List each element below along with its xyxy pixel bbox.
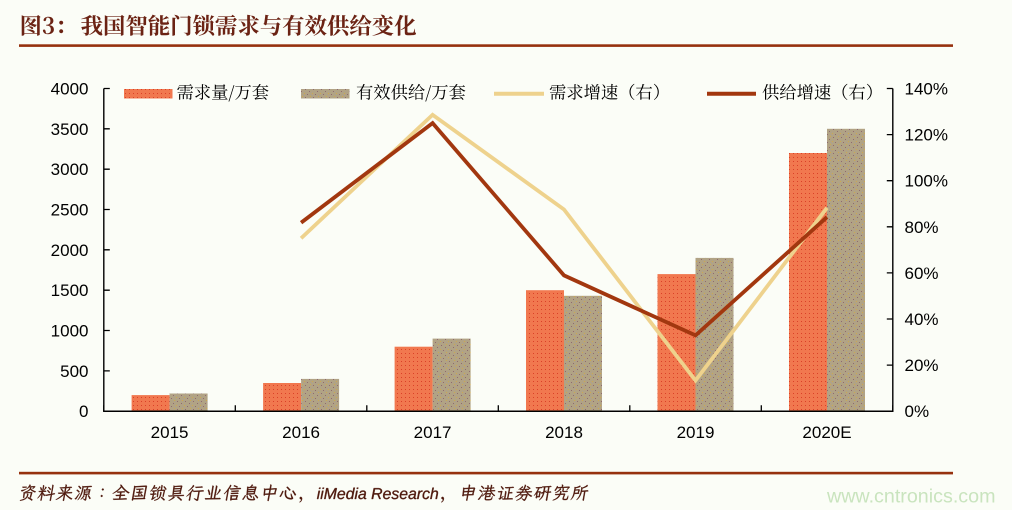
svg-text:2019: 2019: [677, 423, 715, 442]
svg-text:500: 500: [60, 362, 88, 381]
svg-text:3500: 3500: [51, 120, 89, 139]
svg-text:2017: 2017: [414, 423, 452, 442]
svg-text:www.cntronics.com: www.cntronics.com: [826, 485, 995, 507]
svg-text:20%: 20%: [905, 356, 939, 375]
svg-text:80%: 80%: [905, 218, 939, 237]
svg-text:2500: 2500: [51, 201, 89, 220]
svg-text:2018: 2018: [545, 423, 583, 442]
svg-text:2000: 2000: [51, 241, 89, 260]
svg-text:0: 0: [79, 402, 88, 421]
svg-text:3000: 3000: [51, 160, 89, 179]
svg-text:1500: 1500: [51, 281, 89, 300]
svg-text:40%: 40%: [905, 310, 939, 329]
svg-text:4000: 4000: [51, 80, 89, 99]
svg-text:140%: 140%: [905, 80, 948, 99]
svg-text:120%: 120%: [905, 126, 948, 145]
svg-text:100%: 100%: [905, 172, 948, 191]
svg-text:60%: 60%: [905, 264, 939, 283]
svg-text:0%: 0%: [905, 402, 930, 421]
svg-text:2015: 2015: [151, 423, 189, 442]
svg-text:1000: 1000: [51, 322, 89, 341]
svg-text:2016: 2016: [282, 423, 320, 442]
svg-text:2020E: 2020E: [802, 423, 851, 442]
